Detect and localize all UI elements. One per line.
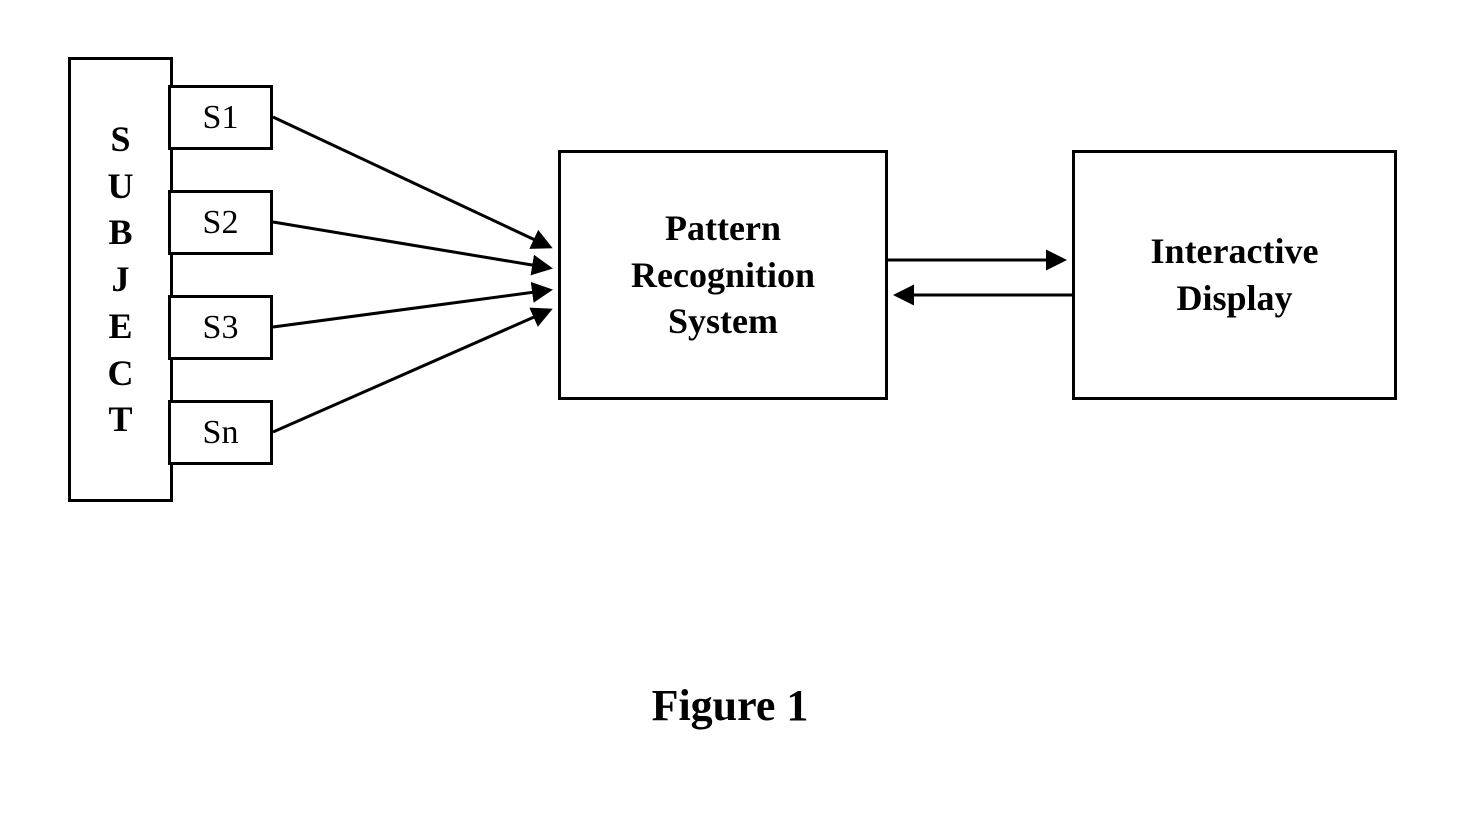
sensor-label: Sn bbox=[203, 414, 239, 452]
pattern-label: Pattern Recognition System bbox=[631, 205, 815, 345]
interactive-display-box: Interactive Display bbox=[1072, 150, 1397, 400]
sensor-s2-box: S2 bbox=[168, 190, 273, 255]
subject-letter: C bbox=[108, 350, 134, 397]
arrow-s3-pattern bbox=[273, 290, 550, 327]
sensor-s3-box: S3 bbox=[168, 295, 273, 360]
sensor-label: S3 bbox=[203, 309, 239, 347]
subject-letter: J bbox=[112, 256, 130, 303]
diagram-container: S U B J E C T S1 S2 S3 Sn Pattern Recogn… bbox=[0, 0, 1477, 828]
sensor-label: S2 bbox=[203, 204, 239, 242]
subject-letter: S bbox=[110, 116, 130, 163]
sensor-label: S1 bbox=[203, 99, 239, 137]
subject-letter: B bbox=[108, 209, 132, 256]
arrow-sn-pattern bbox=[273, 310, 550, 432]
sensor-s1-box: S1 bbox=[168, 85, 273, 150]
subject-letter: U bbox=[108, 163, 134, 210]
subject-letter: T bbox=[108, 396, 132, 443]
arrow-s2-pattern bbox=[273, 222, 550, 268]
arrow-s1-pattern bbox=[273, 117, 550, 247]
subject-box: S U B J E C T bbox=[68, 57, 173, 502]
figure-caption: Figure 1 bbox=[580, 680, 880, 731]
display-label: Interactive Display bbox=[1151, 228, 1319, 322]
pattern-recognition-box: Pattern Recognition System bbox=[558, 150, 888, 400]
subject-letter: E bbox=[108, 303, 132, 350]
sensor-sn-box: Sn bbox=[168, 400, 273, 465]
